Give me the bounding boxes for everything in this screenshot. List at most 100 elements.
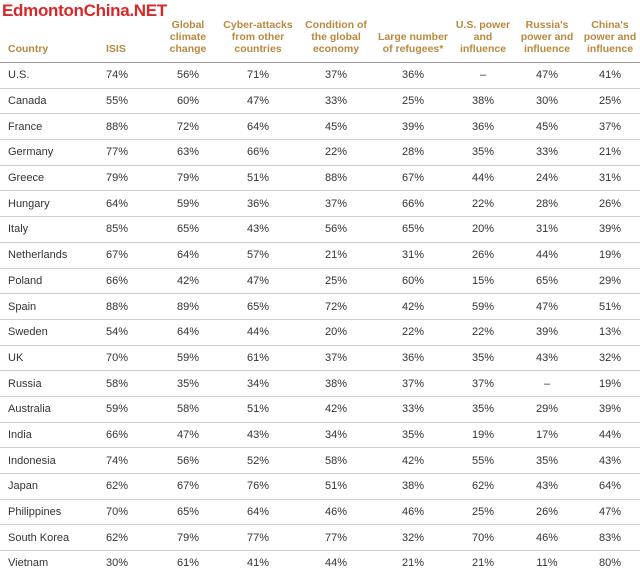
value-cell: 62%: [100, 524, 158, 551]
country-cell: Spain: [0, 293, 100, 320]
country-cell: UK: [0, 344, 100, 371]
value-cell: 64%: [218, 498, 298, 525]
value-cell: 47%: [514, 293, 580, 320]
value-cell: 64%: [100, 190, 158, 217]
value-cell: 39%: [580, 395, 640, 423]
value-cell: 83%: [580, 524, 640, 551]
value-cell: 21%: [452, 550, 514, 576]
watermark-logo: EdmontonChina.NET: [2, 1, 167, 20]
value-cell: 51%: [580, 293, 640, 320]
country-cell: Indonesia: [0, 447, 100, 474]
country-cell: Italy: [0, 216, 100, 243]
value-cell: 59%: [158, 190, 218, 217]
value-cell: 59%: [452, 293, 514, 320]
value-cell: 43%: [218, 421, 298, 448]
column-header: China's power and influence: [583, 19, 637, 55]
value-cell: 66%: [218, 139, 298, 166]
value-cell: 44%: [452, 164, 514, 191]
value-cell: 62%: [100, 473, 158, 500]
value-cell: 64%: [580, 473, 640, 500]
value-cell: 85%: [100, 216, 158, 243]
value-cell: 63%: [158, 139, 218, 166]
value-cell: 77%: [298, 524, 374, 551]
value-cell: 39%: [374, 113, 452, 140]
value-cell: 76%: [218, 473, 298, 500]
value-cell: 41%: [218, 550, 298, 576]
value-cell: 37%: [580, 113, 640, 140]
value-cell: 64%: [158, 318, 218, 346]
country-cell: Sweden: [0, 318, 100, 346]
value-cell: 47%: [218, 87, 298, 114]
value-cell: 43%: [514, 344, 580, 371]
value-cell: 38%: [374, 473, 452, 500]
value-cell: 72%: [298, 293, 374, 320]
value-cell: –: [514, 370, 580, 397]
table-row: Australia 59% 58% 51% 42% 33% 35% 29% 39%: [0, 395, 640, 423]
table-row: France 88% 72% 64% 45% 39% 36% 45% 37%: [0, 113, 640, 140]
table-row: UK 70% 59% 61% 37% 36% 35% 43% 32%: [0, 344, 640, 371]
value-cell: 20%: [452, 216, 514, 243]
value-cell: 47%: [158, 421, 218, 448]
value-cell: 74%: [100, 447, 158, 474]
value-cell: 52%: [218, 447, 298, 474]
value-cell: 67%: [158, 473, 218, 500]
column-header: U.S. power and influence: [455, 19, 511, 55]
value-cell: 45%: [514, 113, 580, 140]
value-cell: 59%: [100, 395, 158, 423]
country-cell: Russia: [0, 370, 100, 397]
value-cell: 46%: [374, 498, 452, 525]
country-cell: South Korea: [0, 524, 100, 551]
value-cell: 29%: [514, 395, 580, 423]
table-row: Hungary 64% 59% 36% 37% 66% 22% 28% 26%: [0, 190, 640, 217]
value-cell: 72%: [158, 113, 218, 140]
value-cell: 65%: [158, 216, 218, 243]
value-cell: 39%: [580, 216, 640, 243]
value-cell: 44%: [218, 318, 298, 346]
value-cell: 44%: [298, 550, 374, 576]
value-cell: 25%: [580, 87, 640, 114]
value-cell: 60%: [374, 267, 452, 294]
value-cell: 38%: [452, 87, 514, 114]
table-row: Russia 58% 35% 34% 38% 37% 37% –19%: [0, 370, 640, 397]
table-row: Japan 62% 67% 76% 51% 38% 62% 43% 64%: [0, 473, 640, 500]
value-cell: 39%: [514, 318, 580, 346]
country-cell: U.S.: [0, 62, 100, 89]
column-header: ISIS: [106, 43, 126, 55]
value-cell: 61%: [218, 344, 298, 371]
table-row: Poland 66% 42% 47% 25% 60% 15% 65% 29%: [0, 267, 640, 294]
value-cell: 19%: [452, 421, 514, 448]
value-cell: 31%: [514, 216, 580, 243]
value-cell: 65%: [514, 267, 580, 294]
table-row: India 66% 47% 43% 34% 35% 19% 17% 44%: [0, 421, 640, 448]
value-cell: 37%: [298, 62, 374, 89]
value-cell: 64%: [218, 113, 298, 140]
value-cell: 88%: [100, 293, 158, 320]
value-cell: 47%: [514, 62, 580, 89]
value-cell: 57%: [218, 241, 298, 268]
value-cell: 77%: [218, 524, 298, 551]
table-body: U.S. 74% 56% 71% 37% 36% –47% 41% Canada 55% 60% 47…: [0, 62, 640, 576]
value-cell: 58%: [298, 447, 374, 474]
value-cell: 43%: [514, 473, 580, 500]
value-cell: 44%: [514, 241, 580, 268]
value-cell: 36%: [218, 190, 298, 217]
value-cell: 20%: [298, 318, 374, 346]
value-cell: 33%: [514, 139, 580, 166]
table-row: Spain 88% 89% 65% 72% 42% 59% 47% 51%: [0, 293, 640, 320]
value-cell: 44%: [580, 421, 640, 448]
value-cell: 46%: [298, 498, 374, 525]
country-cell: Canada: [0, 87, 100, 114]
value-cell: 22%: [452, 190, 514, 217]
value-cell: 35%: [514, 447, 580, 474]
value-cell: 31%: [580, 164, 640, 191]
value-cell: 34%: [218, 370, 298, 397]
column-header: Russia's power and influence: [520, 19, 574, 55]
country-cell: India: [0, 421, 100, 448]
value-cell: 66%: [100, 421, 158, 448]
value-cell: 43%: [218, 216, 298, 243]
value-cell: 32%: [580, 344, 640, 371]
country-cell: Greece: [0, 164, 100, 191]
country-cell: Philippines: [0, 498, 100, 525]
value-cell: 29%: [580, 267, 640, 294]
country-cell: Poland: [0, 267, 100, 294]
